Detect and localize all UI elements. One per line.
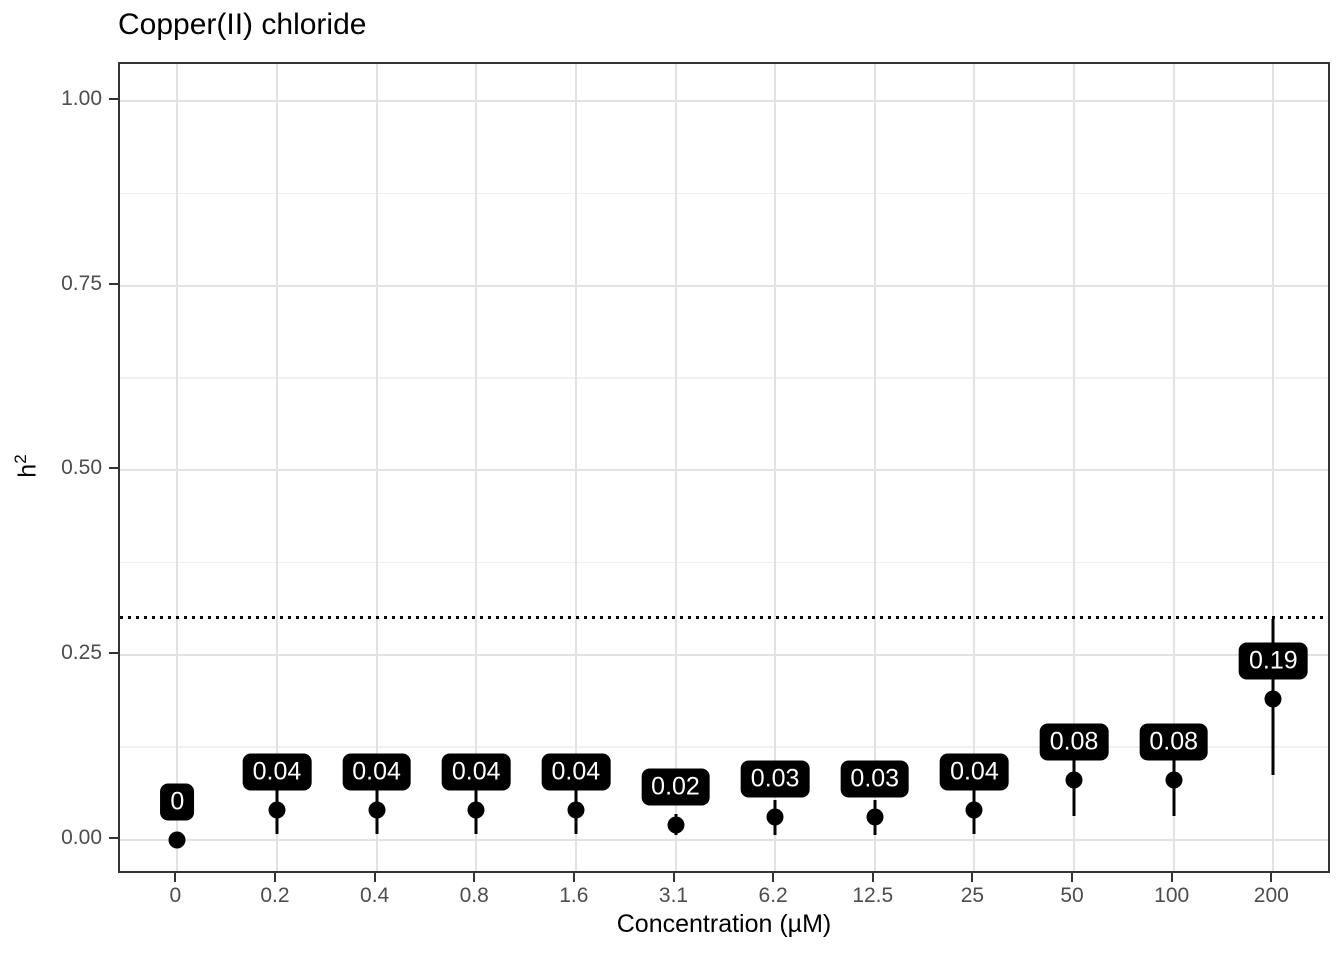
gridline-major-vertical (176, 64, 179, 871)
x-tick-label: 12.5 (852, 884, 894, 907)
value-label: 0.03 (740, 760, 810, 798)
value-label: 0.08 (1039, 723, 1109, 761)
gridline-major-horizontal (120, 469, 1328, 472)
x-tick-label: 0 (169, 884, 182, 907)
y-axis-title: h2 (11, 454, 43, 478)
gridline-major-vertical (475, 64, 478, 871)
x-tick-mark (971, 873, 974, 882)
gridline-major-horizontal (120, 653, 1328, 656)
x-tick-mark (871, 873, 874, 882)
x-tick-label: 25 (960, 884, 985, 907)
value-label: 0.04 (940, 753, 1009, 791)
x-tick-label: 3.1 (658, 884, 689, 907)
y-tick-mark (109, 98, 118, 100)
y-tick-label: 0.50 (61, 456, 102, 480)
y-tick-mark (109, 651, 118, 654)
data-point (368, 801, 386, 819)
gridline-minor-horizontal (120, 746, 1328, 748)
x-tick-label: 0.8 (459, 884, 489, 907)
value-label: 0.04 (541, 753, 611, 791)
threshold-line (120, 616, 1328, 620)
x-axis-title: Concentration (µM) (616, 910, 832, 938)
value-label: 0.04 (242, 753, 312, 791)
x-tick-mark (572, 873, 575, 882)
x-tick-mark (373, 873, 376, 882)
y-tick-mark (109, 836, 118, 839)
value-label: 0.19 (1238, 642, 1308, 680)
gridline-major-vertical (275, 64, 278, 871)
data-point (1065, 771, 1083, 789)
value-label: 0.04 (342, 753, 411, 791)
data-point (567, 801, 585, 819)
gridline-minor-horizontal (120, 561, 1328, 564)
gridline-major-vertical (674, 64, 677, 871)
data-point (667, 816, 684, 834)
value-label: 0.04 (441, 753, 511, 791)
plot-title: Copper(II) chloride (118, 8, 367, 41)
y-tick-mark (109, 282, 118, 285)
y-tick-label: 0.75 (61, 271, 102, 295)
y-tick-label: 0.00 (61, 825, 102, 849)
gridline-major-horizontal (120, 284, 1328, 287)
data-point (168, 831, 186, 848)
data-point (766, 808, 784, 826)
x-tick-label: 1.6 (559, 884, 589, 907)
data-point (467, 801, 485, 819)
data-point (268, 801, 286, 819)
gridline-major-horizontal (120, 838, 1328, 841)
x-tick-label: 6.2 (758, 884, 788, 907)
x-tick-mark (473, 873, 476, 882)
y-axis-title-exponent: 2 (11, 454, 31, 464)
data-point (1264, 690, 1282, 708)
x-tick-mark (672, 873, 675, 882)
value-label: 0 (160, 783, 195, 820)
y-tick-label: 0.25 (61, 640, 102, 664)
gridline-major-vertical (1073, 64, 1076, 871)
data-point (965, 801, 983, 819)
data-point (866, 808, 884, 826)
x-tick-mark (174, 873, 177, 882)
x-tick-mark (1270, 873, 1273, 882)
gridline-minor-horizontal (120, 192, 1328, 195)
value-label: 0.03 (840, 760, 910, 798)
x-tick-label: 0.2 (260, 884, 290, 907)
plot-panel: 0 0.04 0.04 0.04 0.04 0.02 0.03 0.03 0.04 0.08 0.0… (118, 62, 1330, 873)
y-axis-title-base: h (13, 463, 42, 478)
gridline-minor-horizontal (120, 377, 1328, 379)
data-point (1165, 771, 1183, 789)
gridline-major-vertical (774, 64, 777, 871)
gridline-major-vertical (1272, 64, 1275, 871)
gridline-major-vertical (375, 64, 378, 871)
x-tick-label: 0.4 (359, 884, 390, 907)
gridline-major-vertical (574, 64, 577, 871)
x-tick-mark (1071, 873, 1074, 882)
x-tick-label: 50 (1060, 884, 1084, 907)
gridline-major-horizontal (120, 100, 1328, 102)
x-tick-label: 100 (1154, 884, 1190, 907)
value-label: 0.02 (641, 768, 710, 806)
y-tick-mark (109, 467, 118, 470)
y-tick-label: 1.00 (61, 87, 102, 110)
gridline-major-vertical (1172, 64, 1175, 871)
x-tick-mark (772, 873, 775, 882)
gridline-major-vertical (973, 64, 976, 871)
x-tick-mark (1170, 873, 1173, 882)
x-tick-label: 200 (1253, 884, 1289, 907)
value-label: 0.08 (1139, 723, 1209, 761)
gridline-major-vertical (873, 64, 876, 871)
x-tick-mark (273, 873, 276, 882)
